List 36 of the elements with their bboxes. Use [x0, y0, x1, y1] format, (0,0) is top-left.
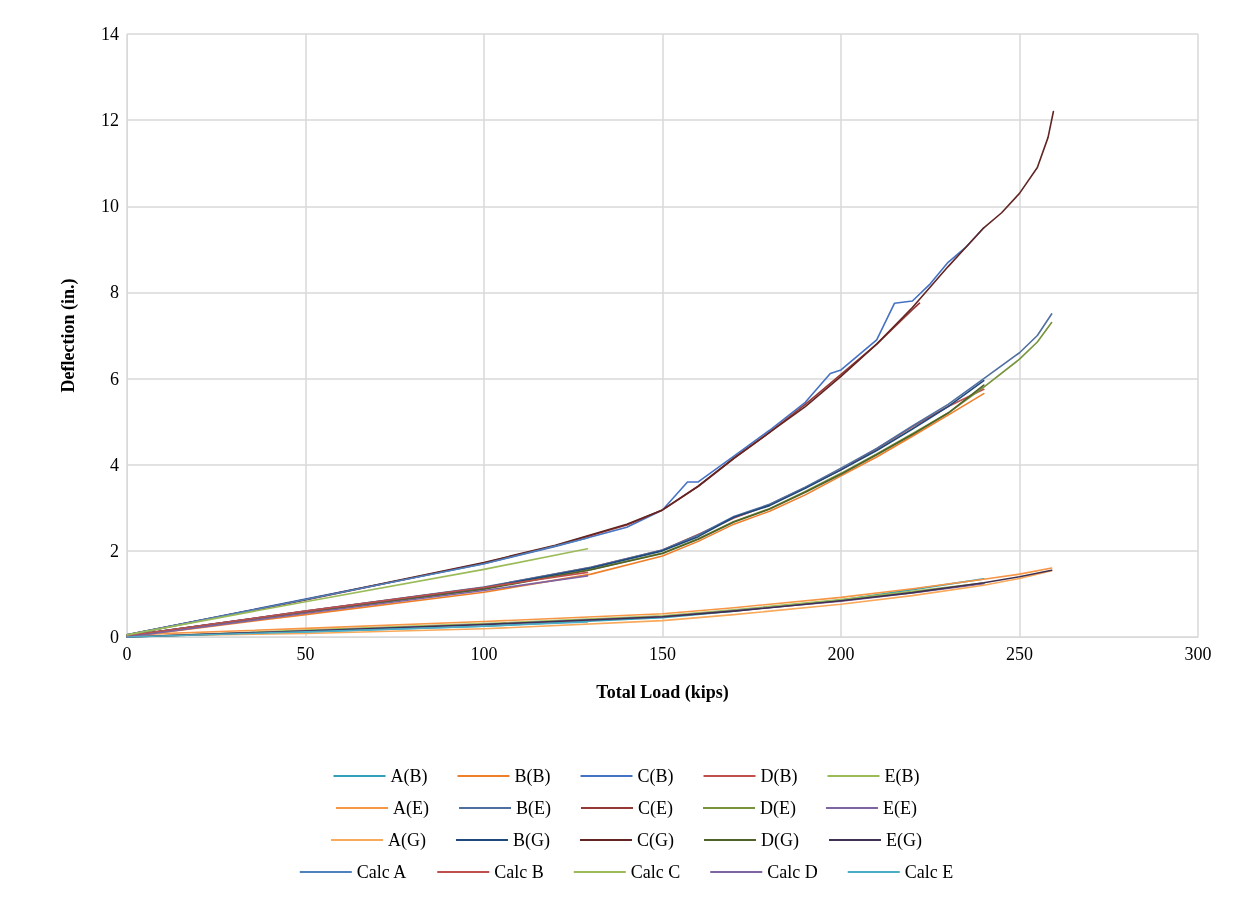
x-tick-label: 100 — [470, 644, 498, 664]
y-tick-label: 6 — [110, 368, 119, 389]
x-tick-label: 250 — [1006, 644, 1033, 664]
legend-label: B(G) — [513, 830, 551, 851]
legend-label: E(B) — [884, 766, 920, 787]
legend-label: B(B) — [514, 766, 551, 787]
y-tick-label: 10 — [101, 196, 119, 217]
legend-label: Calc E — [904, 862, 954, 882]
x-tick-label: 300 — [1184, 644, 1212, 664]
legend-label: C(G) — [637, 830, 675, 851]
x-tick-label: 200 — [827, 644, 855, 664]
y-tick-label: 14 — [101, 24, 119, 44]
legend-label: C(B) — [637, 766, 674, 787]
y-tick-label: 4 — [110, 454, 119, 475]
legend-label: D(B) — [760, 766, 798, 787]
legend-label: Calc A — [356, 862, 407, 882]
legend-label: B(E) — [516, 798, 552, 819]
x-tick-label: 150 — [649, 644, 676, 664]
legend-label: Calc D — [767, 862, 818, 882]
x-tick-label: 50 — [296, 644, 315, 664]
legend-label: A(E) — [393, 798, 430, 819]
legend-label: D(E) — [760, 798, 796, 819]
legend-label: Calc C — [630, 862, 681, 882]
y-tick-label: 0 — [110, 627, 119, 647]
x-axis-title: Total Load (kips) — [596, 682, 729, 703]
legend-label: A(B) — [390, 766, 428, 787]
y-tick-label: 12 — [101, 110, 119, 131]
y-tick-label: 2 — [110, 540, 119, 561]
legend-label: C(E) — [638, 798, 674, 819]
legend-label: E(E) — [882, 798, 917, 819]
y-tick-label: 8 — [110, 282, 119, 303]
legend-label: Calc B — [494, 862, 544, 882]
legend-label: E(G) — [885, 830, 922, 851]
legend-label: D(G) — [761, 830, 799, 851]
legend-label: A(G) — [388, 830, 427, 851]
y-axis-title: Deflection (in.) — [58, 278, 79, 393]
